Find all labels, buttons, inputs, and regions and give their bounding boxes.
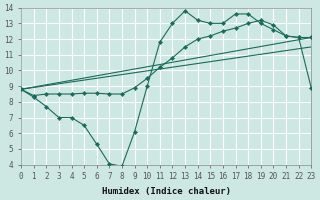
- X-axis label: Humidex (Indice chaleur): Humidex (Indice chaleur): [102, 187, 231, 196]
